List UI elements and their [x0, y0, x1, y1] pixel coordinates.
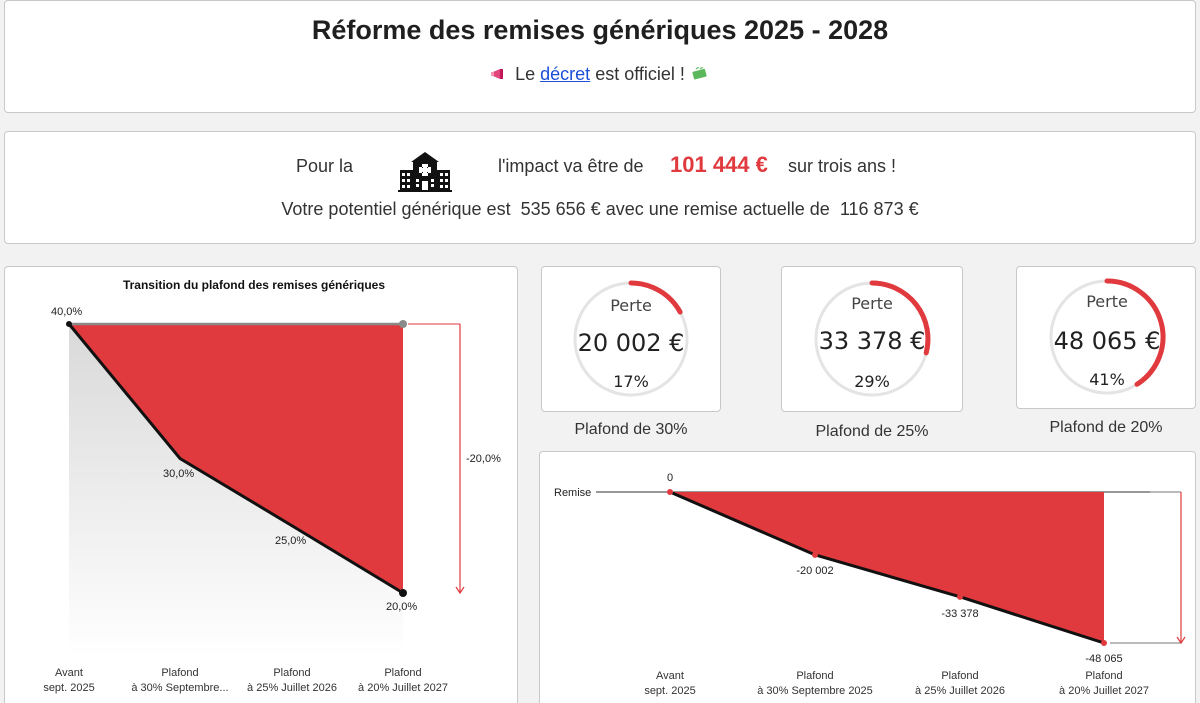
loss-gauge-25: Perte 33 378 € 29%	[814, 280, 931, 397]
gauge-label: Perte	[1086, 292, 1128, 311]
loss-gauge-30: Perte 20 002 € 17%	[573, 280, 689, 397]
x-tick-label: à 30% Septembre 2025	[757, 685, 873, 697]
money-icon	[691, 65, 709, 80]
data-label: -48 065	[1085, 653, 1122, 665]
data-label: 25,0%	[275, 535, 306, 547]
loss-area	[69, 324, 403, 593]
potential-line: Votre potentiel générique est 535 656 € …	[5, 199, 1195, 220]
potential-prefix: Votre potentiel générique est	[281, 199, 511, 219]
data-label: 30,0%	[163, 468, 194, 480]
gauge-card-20: Perte 48 065 € 41%	[1016, 266, 1196, 409]
remise-chart-card: Remise 0 -20 002 -33 378 -48 065 Avant sept. 2…	[539, 451, 1196, 703]
gauge-caption-30: Plafond de 30%	[574, 421, 688, 438]
diff-label: -20,0%	[466, 453, 501, 465]
gauge-value: 20 002 €	[578, 329, 685, 357]
impact-middle: l'impact va être de	[498, 156, 644, 176]
diff-arrow-head	[1176, 636, 1186, 645]
subtitle-prefix: Le	[515, 64, 536, 84]
x-tick-label: à 20% Juillet 2027	[1059, 685, 1149, 697]
x-tick-label: Plafond	[796, 670, 833, 682]
x-tick-label: Plafond	[941, 670, 978, 682]
x-tick-label: Avant	[656, 670, 684, 682]
grey-area	[69, 324, 403, 657]
gauge-caption-20: Plafond de 20%	[1049, 419, 1163, 436]
loss-gauge-20: Perte 48 065 € 41%	[1049, 278, 1166, 395]
x-tick-label: sept. 2025	[644, 685, 695, 697]
page-title: Réforme des remises génériques 2025 - 20…	[311, 15, 889, 45]
gauge-card-30: Perte 20 002 € 17%	[541, 266, 721, 412]
reference-end-point	[399, 320, 407, 328]
gauge-value: 48 065 €	[1054, 327, 1161, 355]
remise-line	[669, 490, 1105, 645]
hospital-icon	[398, 148, 452, 197]
gauge-caption-25: Plafond de 25%	[815, 423, 929, 440]
impact-prefix: Pour la	[296, 156, 354, 176]
data-point	[1101, 640, 1107, 646]
x-tick-label: Plafond	[273, 667, 310, 679]
transition-chart: Transition du plafond des remises généri…	[43, 278, 501, 694]
data-label: 40,0%	[51, 306, 82, 318]
gauge-label: Perte	[851, 294, 893, 313]
loss-area	[670, 492, 1104, 643]
x-tick-label: à 30% Septembre...	[131, 682, 228, 694]
x-tick-label: Plafond	[1085, 670, 1122, 682]
impact-suffix: sur trois ans !	[788, 156, 897, 176]
data-point	[957, 593, 963, 600]
gauge-percent: 29%	[854, 372, 890, 391]
x-tick-label: à 25% Juillet 2026	[915, 685, 1005, 697]
data-label: 20,0%	[386, 601, 417, 613]
data-point	[399, 589, 407, 597]
chart-title: Transition du plafond des remises généri…	[123, 278, 385, 292]
data-label: -20 002	[796, 565, 833, 577]
x-tick-label: sept. 2025	[43, 682, 94, 694]
gauge-percent: 41%	[1089, 370, 1125, 389]
gauge-card-25: Perte 33 378 € 29%	[781, 266, 963, 412]
impact-card: Pour la	[4, 131, 1196, 244]
data-label: 0	[667, 472, 673, 484]
data-point	[812, 551, 818, 558]
gauge-arc-30	[628, 280, 683, 315]
subtitle: Le décret est officiel !	[5, 64, 1195, 85]
potential-value: 535 656 €	[520, 199, 601, 219]
gauge-arc-20	[1104, 278, 1166, 387]
data-label: -33 378	[941, 608, 978, 620]
title-card: Réforme des remises génériques 2025 - 20…	[4, 0, 1196, 113]
gauge-value: 33 378 €	[819, 327, 926, 355]
remise-chart: Remise 0 -20 002 -33 378 -48 065 Avant sept. 2…	[554, 472, 1186, 697]
transition-chart-card: Transition du plafond des remises généri…	[4, 266, 518, 703]
potential-middle: avec une remise actuelle de	[605, 199, 830, 219]
x-tick-label: à 25% Juillet 2026	[247, 682, 337, 694]
gauge-percent: 17%	[613, 372, 649, 391]
subtitle-suffix: est officiel !	[595, 64, 685, 84]
ceiling-line	[67, 323, 404, 595]
x-tick-label: Avant	[55, 667, 83, 679]
reference-label: Remise	[554, 487, 591, 499]
x-tick-label: Plafond	[161, 667, 198, 679]
impact-amount: 101 444 €	[670, 152, 768, 177]
x-tick-label: à 20% Juillet 2027	[358, 682, 448, 694]
gauge-arc-25	[869, 280, 931, 356]
x-tick-label: Plafond	[384, 667, 421, 679]
diff-arrow-head	[455, 586, 465, 595]
megaphone-icon	[491, 65, 509, 79]
data-point	[66, 321, 72, 327]
decret-link[interactable]: décret	[540, 64, 591, 84]
data-point	[667, 489, 673, 495]
current-remise: 116 873 €	[839, 199, 919, 219]
gauge-label: Perte	[610, 296, 652, 315]
